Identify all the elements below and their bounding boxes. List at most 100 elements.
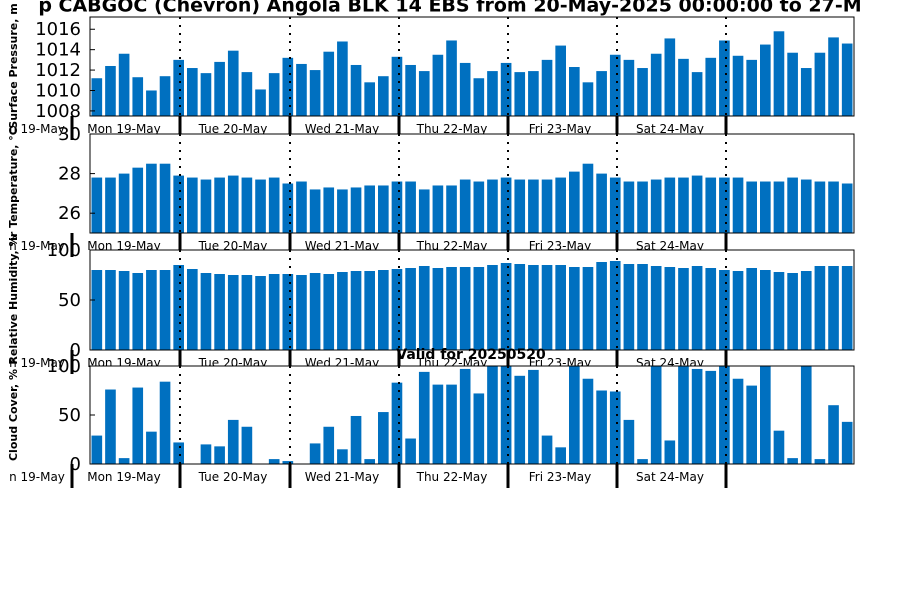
bar: [132, 167, 144, 233]
y-axis-label: ir Temperature, °C: [7, 127, 20, 241]
bar: [487, 265, 498, 350]
bar: [787, 273, 798, 350]
bar: [187, 269, 198, 350]
bar: [214, 177, 225, 233]
bar: [541, 265, 553, 350]
bar: [241, 177, 253, 233]
x-day-label: Tue 20-May: [198, 122, 268, 136]
bar: [596, 71, 607, 116]
x-day-label: Thu 22-May: [416, 470, 488, 484]
bar: [473, 267, 485, 350]
bar: [173, 442, 184, 464]
bar: [132, 273, 144, 350]
bar: [268, 73, 280, 116]
bar: [705, 57, 717, 116]
bar: [746, 385, 757, 464]
bar: [487, 179, 498, 233]
bar: [623, 419, 635, 464]
bar: [432, 185, 444, 233]
bar: [691, 72, 703, 116]
bar: [650, 266, 662, 350]
bar: [814, 52, 826, 116]
bar: [637, 181, 648, 233]
bar: [609, 54, 621, 116]
bar: [255, 89, 266, 116]
bar: [105, 65, 116, 116]
y-tick-label: 28: [58, 164, 81, 185]
bar: [623, 181, 635, 233]
bar: [309, 443, 321, 464]
bar: [637, 459, 648, 464]
bar: [787, 177, 798, 233]
bar: [637, 264, 648, 350]
plot-frame: [89, 16, 855, 117]
bar: [569, 67, 580, 116]
bar: [391, 56, 403, 116]
bar: [118, 458, 130, 464]
bar: [664, 38, 676, 116]
bar: [473, 181, 485, 233]
x-day-label: Sat 24-May: [636, 470, 704, 484]
bar: [309, 70, 321, 116]
bar: [187, 177, 198, 233]
bar: [173, 175, 184, 233]
bar: [800, 68, 812, 116]
bar: [241, 275, 253, 350]
bar: [787, 52, 798, 116]
bar: [364, 185, 375, 233]
bar: [146, 431, 157, 464]
x-day-label: Tue 20-May: [198, 470, 268, 484]
bar: [787, 458, 798, 464]
bar: [350, 415, 362, 464]
bar: [118, 53, 130, 116]
bar: [282, 183, 294, 233]
bar: [569, 171, 580, 233]
bar: [405, 181, 416, 233]
panel-2: 26 28 30 ir Temperature, °Cn 19-May Mon 19-M…: [7, 124, 855, 257]
bar: [350, 187, 362, 233]
bar: [650, 53, 662, 116]
bar: [159, 381, 171, 464]
bar: [664, 440, 676, 464]
bar: [337, 189, 348, 233]
bar: [760, 270, 771, 350]
bar: [732, 177, 744, 233]
bar: [91, 435, 103, 464]
bar: [337, 41, 348, 116]
bar: [173, 265, 184, 350]
bar: [309, 273, 321, 350]
bar: [268, 177, 280, 233]
bar: [323, 187, 335, 233]
y-axis-label: Relative Humidity, %: [7, 235, 20, 364]
bar: [514, 375, 526, 464]
y-tick-label: 100: [47, 240, 81, 261]
x-day-label: n 19-May: [9, 239, 65, 253]
bar: [514, 179, 526, 233]
x-day-label: Mon 19-May: [87, 122, 161, 136]
bar: [691, 368, 703, 464]
bar: [214, 446, 225, 464]
bar: [323, 274, 335, 350]
bar: [391, 269, 403, 350]
bar: [841, 183, 853, 233]
bar: [528, 179, 539, 233]
bar: [555, 45, 566, 116]
y-tick-label: 50: [58, 290, 81, 311]
bar: [555, 447, 566, 464]
bar: [528, 71, 539, 116]
bar: [214, 274, 225, 350]
bar: [227, 275, 239, 350]
y-tick-label: 50: [58, 405, 81, 426]
bar: [105, 177, 116, 233]
bar: [159, 270, 171, 350]
bar: [664, 177, 676, 233]
bar: [678, 177, 689, 233]
x-day-label: Wed 21-May: [305, 122, 379, 136]
bar: [732, 271, 744, 350]
bar: [378, 76, 389, 116]
bar: [91, 270, 103, 350]
bar: [378, 270, 389, 350]
bar: [391, 181, 403, 233]
